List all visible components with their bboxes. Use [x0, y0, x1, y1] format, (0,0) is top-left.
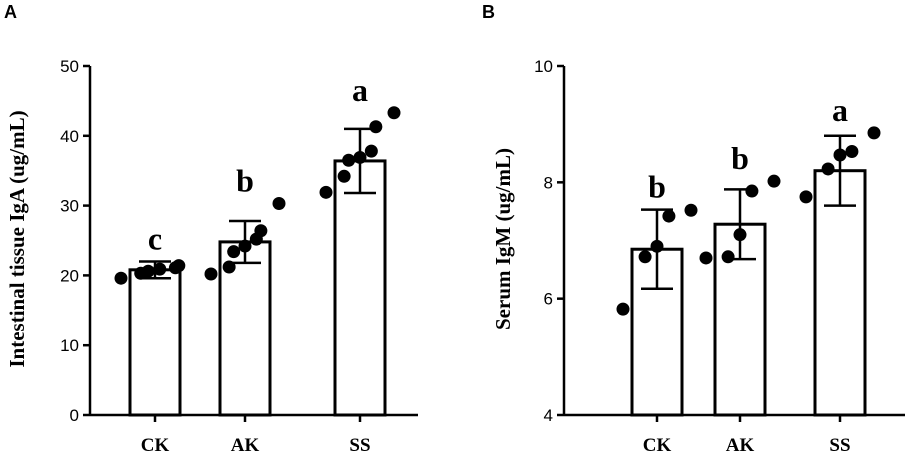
panel-b-data-point	[638, 250, 652, 264]
panel-a-bar	[333, 159, 387, 417]
panel-a-y-tick-label: 50	[60, 57, 79, 76]
panel-b-y-tick-label: 8	[544, 173, 553, 192]
panel-a-data-point	[172, 259, 186, 273]
panel-b-data-point	[833, 148, 847, 162]
panel-a-significance-label: c	[148, 220, 162, 256]
panel-b-error-bar	[824, 134, 856, 207]
panel-b-data-point	[867, 126, 881, 140]
panel-a-data-point	[238, 239, 252, 253]
panel-a-data-point	[342, 153, 356, 167]
panel-a-y-axis-title: Intestinal tissue IgA (ug/mL)	[5, 110, 29, 367]
panel-a-data-point	[364, 144, 378, 158]
panel-b-significance-label: b	[648, 169, 666, 205]
panel-b-x-tick-label: SS	[829, 435, 850, 456]
panel-b-data-point	[684, 203, 698, 217]
panel-b-y-tick-label: 6	[544, 290, 553, 309]
panel-a-data-point	[114, 271, 128, 285]
panel-b-data-point	[767, 174, 781, 188]
panel-b-data-point	[799, 190, 813, 204]
panel-a-x-tick-label: CK	[141, 435, 170, 456]
panel-a-y-tick-label: 30	[60, 197, 79, 216]
panel-b-data-point	[721, 250, 735, 264]
panel-a-data-point	[272, 197, 286, 211]
panel-b-data-point	[845, 145, 859, 159]
panel-b-data-point	[662, 209, 676, 223]
panel-b-y-axis-title: Serum IgM (ug/mL)	[491, 148, 515, 330]
panel-a-data-point	[227, 245, 241, 259]
panel-a-y-tick-label: 10	[60, 336, 79, 355]
panel-b-data-point	[699, 251, 713, 265]
panel-b-bar	[813, 169, 867, 417]
panel-a-significance-label: b	[236, 163, 254, 199]
panel-a-x-tick-label: AK	[231, 435, 260, 456]
panel-a-data-point	[337, 169, 351, 183]
panel-b-letter: B	[482, 2, 495, 22]
panel-a-y-tick-label: 0	[70, 406, 79, 425]
panel-b-data-point	[733, 228, 747, 242]
panel-b: B Serum IgM (ug/mL) 4 6 8 10 CK b AK b SS a	[482, 2, 905, 456]
panel-a: A Intestinal tissue IgA (ug/mL) 0 10 20 30 4…	[4, 2, 418, 456]
panel-a-y-tick-label: 40	[60, 127, 79, 146]
panel-a-letter: A	[4, 2, 17, 22]
panel-a-data-point	[387, 106, 401, 120]
panel-a-bar	[128, 268, 182, 417]
panel-a-data-point	[369, 120, 383, 134]
panel-b-data-point	[616, 302, 630, 316]
panel-a-data-point	[204, 267, 218, 281]
panel-b-plot-area: 4 6 8 10 CK b AK b SS a	[534, 57, 905, 456]
panel-a-x-tick-label: SS	[349, 435, 370, 456]
panel-a-data-point	[254, 224, 268, 238]
panel-a-data-point	[153, 262, 167, 276]
panel-b-x-tick-label: CK	[643, 435, 672, 456]
panel-b-y-tick-label: 10	[534, 57, 553, 76]
panel-a-significance-label: a	[352, 72, 368, 108]
panel-a-y-tick-label: 20	[60, 266, 79, 285]
panel-a-data-point	[141, 264, 155, 278]
panel-b-y-tick-label: 4	[544, 406, 553, 425]
panel-a-data-point	[353, 150, 367, 164]
panel-b-data-point	[745, 184, 759, 198]
panel-a-data-point	[319, 185, 333, 199]
panel-b-significance-label: b	[731, 140, 749, 176]
panel-a-plot-area: 0 10 20 30 40 50 CK c AK b SS a	[60, 57, 418, 456]
panel-b-significance-label: a	[832, 92, 848, 128]
panel-a-data-point	[222, 260, 236, 274]
panel-b-data-point	[821, 162, 835, 176]
panel-b-data-point	[650, 239, 664, 253]
panel-b-x-tick-label: AK	[726, 435, 755, 456]
